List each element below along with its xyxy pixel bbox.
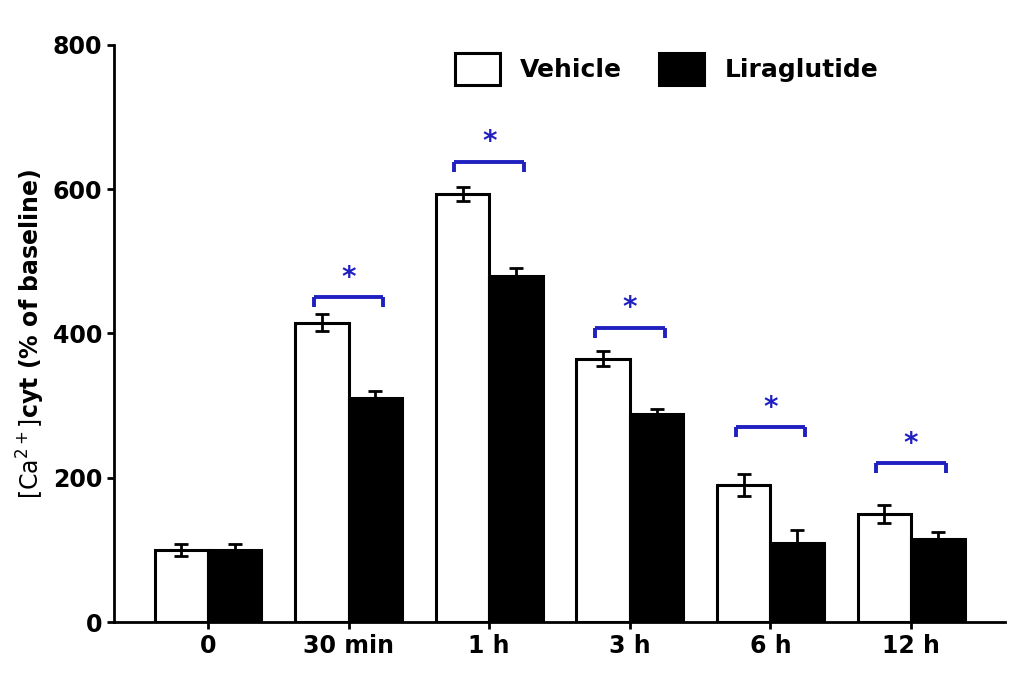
Text: *: *: [622, 294, 637, 322]
Bar: [576, 359, 629, 623]
Bar: [155, 550, 208, 623]
Bar: [348, 398, 401, 623]
Legend: Vehicle, Liraglutide: Vehicle, Liraglutide: [447, 46, 884, 93]
Bar: [857, 514, 910, 623]
Bar: [716, 485, 769, 623]
Bar: [910, 539, 964, 623]
Bar: [435, 194, 489, 623]
Text: *: *: [482, 128, 496, 156]
Bar: [489, 276, 542, 623]
Text: *: *: [341, 264, 356, 291]
Bar: [629, 415, 683, 623]
Bar: [208, 550, 261, 623]
Bar: [769, 543, 823, 623]
Text: *: *: [762, 394, 776, 421]
Y-axis label: $[\mathrm{Ca}^{2+}]$cyt (% of baseline): $[\mathrm{Ca}^{2+}]$cyt (% of baseline): [15, 168, 47, 499]
Text: *: *: [903, 429, 917, 458]
Bar: [294, 322, 348, 623]
